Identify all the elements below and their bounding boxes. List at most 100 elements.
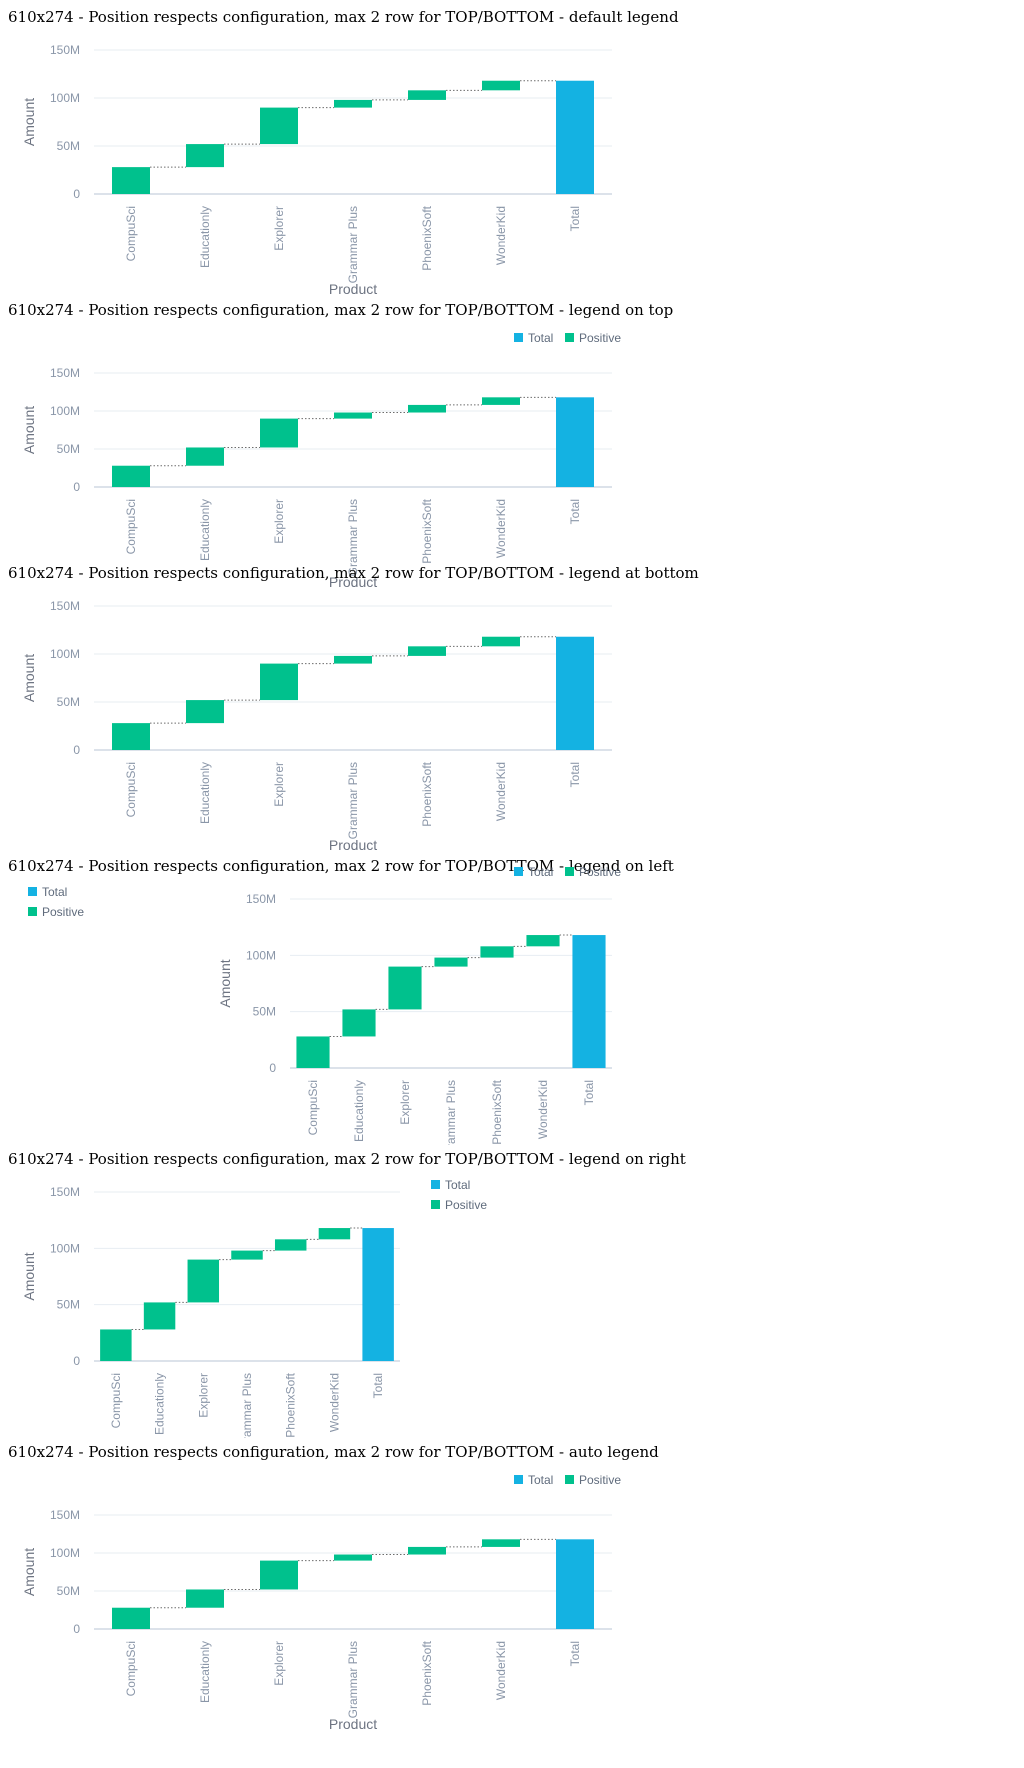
chart-section-title: 610x274 - Position respects configuratio… [8,1443,659,1461]
positive-bar[interactable] [112,723,150,750]
legend-label: Positive [579,331,621,345]
legend-swatch [28,907,37,916]
legend-label: Positive [579,865,621,879]
legend-item-positive[interactable]: Positive [565,1473,621,1487]
total-bar[interactable] [572,935,606,1068]
positive-bar[interactable] [482,636,520,647]
total-bar[interactable] [556,80,594,194]
positive-bar[interactable] [260,418,298,448]
x-tick-label: Total [568,762,582,787]
x-tick-label: Educationly [198,762,212,824]
positive-bar[interactable] [100,1329,132,1361]
x-tick-label: WonderKid [494,762,508,821]
waterfall-chart: 0 50M 100M 150M Amount CompuSci Educationly Exp… [21,43,612,296]
positive-bar[interactable] [334,412,372,419]
legend-label: Total [42,885,67,899]
chart-section-title: 610x274 - Position respects configuratio… [8,564,699,582]
positive-bar[interactable] [186,1589,224,1608]
positive-bar[interactable] [334,99,372,108]
positive-bar[interactable] [186,144,224,168]
x-axis-title: Product [329,1716,377,1731]
positive-bar[interactable] [260,107,298,145]
y-axis-title: Amount [21,98,37,146]
chart-section-title: 610x274 - Position respects configuratio… [8,8,679,26]
positive-bar[interactable] [526,935,560,947]
total-bar[interactable] [556,636,594,750]
legend-item-positive[interactable]: Positive [565,331,621,345]
total-bar[interactable] [556,397,594,487]
legend-swatch [565,1475,574,1484]
legend-item-total[interactable]: Total [514,865,553,879]
legend-item-total[interactable]: Total [431,1178,470,1192]
waterfall-chart: 0 50M 100M 150M Amount CompuSci Educationly Exp… [21,331,621,589]
x-tick-label: Total [582,1080,596,1105]
total-bar[interactable] [556,1539,594,1629]
chart-section-5: 610x274 - Position respects configuratio… [0,1150,1024,1440]
positive-bar[interactable] [408,90,446,100]
positive-bar[interactable] [318,1228,351,1240]
positive-bar[interactable] [186,700,224,724]
positive-bar[interactable] [112,465,150,487]
positive-bar[interactable] [112,167,150,194]
x-tick-label: Explorer [272,206,286,251]
x-tick-label: Explorer [196,1373,210,1418]
positive-bar[interactable] [334,1554,372,1561]
y-tick-label: 0 [73,187,80,201]
positive-bar[interactable] [231,1250,263,1260]
positive-bar[interactable] [143,1302,176,1330]
legend-item-total[interactable]: Total [514,331,553,345]
x-tick-label: Explorer [272,499,286,544]
x-tick-label: CompuSci [306,1080,320,1135]
positive-bar[interactable] [296,1036,330,1068]
y-tick-label: 100M [246,948,276,962]
legend-item-total[interactable]: Total [514,1473,553,1487]
legend-swatch [28,887,37,896]
positive-bar[interactable] [274,1239,307,1251]
positive-bar[interactable] [434,957,468,967]
total-bar[interactable] [362,1228,394,1361]
positive-bar[interactable] [408,646,446,656]
positive-bar[interactable] [482,397,520,405]
x-tick-label: PhoenixSoft [420,761,434,826]
y-axis-title: Amount [21,1548,37,1596]
positive-bar[interactable] [260,1560,298,1590]
y-tick-label: 150M [50,1508,80,1522]
positive-bar[interactable] [186,447,224,466]
x-tick-label: PhoenixSoft [284,1372,298,1437]
x-tick-label: WonderKid [327,1373,341,1432]
y-tick-label: 100M [50,647,80,661]
positive-bar[interactable] [388,966,422,1010]
positive-bar[interactable] [482,1539,520,1547]
legend-label: Total [528,865,553,879]
positive-bar[interactable] [260,663,298,701]
legend-item-positive[interactable]: Positive [431,1198,487,1212]
x-tick-label: CompuSci [124,499,138,554]
x-tick-label: Grammar Plus [346,1641,360,1718]
positive-bar[interactable] [112,1607,150,1629]
waterfall-chart: 0 50M 100M 150M Amount CompuSci Educationly Exp… [21,1473,621,1731]
positive-bar[interactable] [408,1546,446,1555]
legend-item-positive[interactable]: Positive [28,905,84,919]
y-tick-label: 150M [50,1185,80,1199]
x-tick-label: WonderKid [494,499,508,558]
chart-section-2: 610x274 - Position respects configuratio… [0,301,1024,591]
y-tick-label: 50M [57,139,80,153]
chart-section-title: 610x274 - Position respects configuratio… [8,857,674,875]
legend-item-positive[interactable]: Positive [565,865,621,879]
positive-bar[interactable] [408,404,446,413]
x-tick-label: WonderKid [494,206,508,265]
x-tick-label: Total [371,1373,385,1398]
x-tick-label: CompuSci [109,1373,123,1428]
x-tick-label: Educationly [352,1080,366,1142]
legend-swatch [514,867,523,876]
positive-bar[interactable] [187,1259,220,1303]
legend-item-total[interactable]: Total [28,885,67,899]
x-tick-label: PhoenixSoft [420,1640,434,1705]
waterfall-chart: 0 50M 100M 150M Amount CompuSci Educationly Exp… [21,1178,487,1438]
chart-legend: Total Positive [514,1473,621,1487]
chart-section-4: 610x274 - Position respects configuratio… [0,857,1024,1147]
positive-bar[interactable] [480,946,514,958]
positive-bar[interactable] [482,80,520,91]
positive-bar[interactable] [334,655,372,664]
positive-bar[interactable] [342,1009,376,1037]
